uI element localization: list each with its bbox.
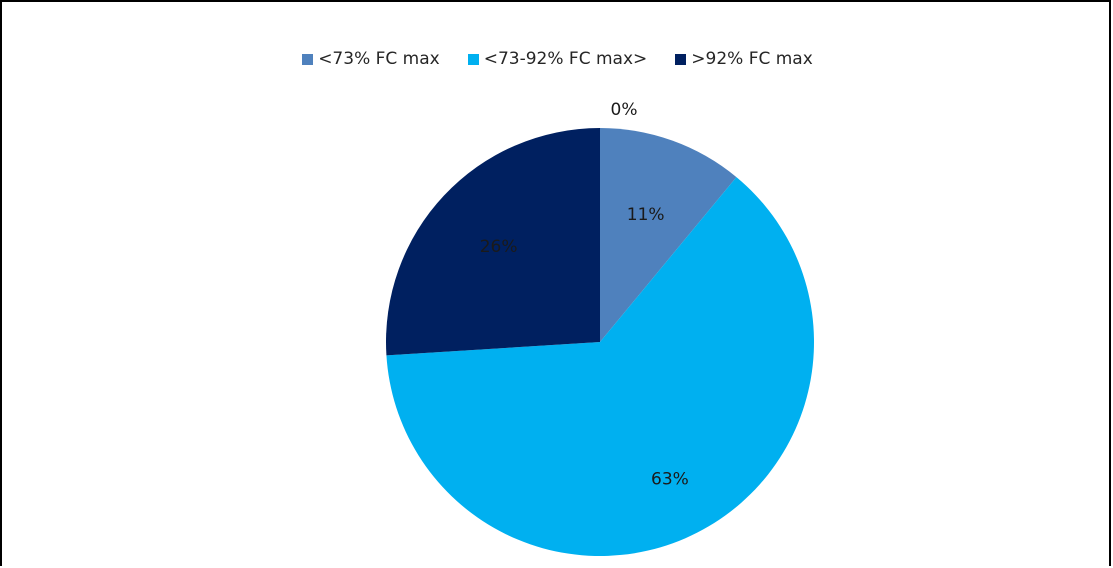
data-label-73-92: 63% [651, 469, 689, 489]
data-label-under-73: 11% [627, 205, 665, 225]
data-label-over-92: 26% [480, 237, 518, 257]
data-label-zero: 0% [611, 100, 638, 120]
